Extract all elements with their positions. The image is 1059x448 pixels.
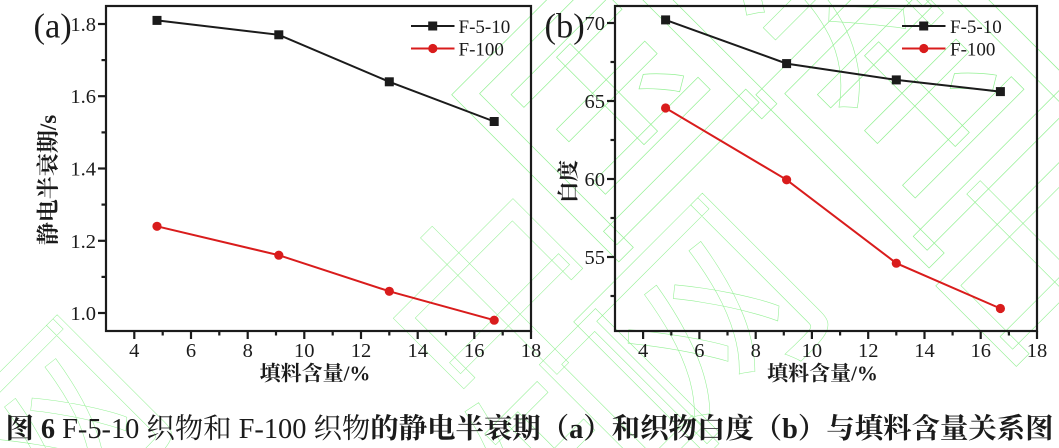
svg-text:1.2: 1.2 — [70, 231, 96, 253]
svg-text:12: 12 — [858, 340, 879, 362]
svg-text:/s: /s — [36, 115, 61, 131]
svg-text:60: 60 — [585, 169, 606, 191]
svg-text:F-5-10: F-5-10 — [950, 17, 1002, 38]
svg-text:(b): (b) — [545, 8, 585, 46]
svg-text:a: a — [569, 414, 583, 445]
svg-text:/%: /% — [850, 362, 878, 386]
svg-text:16: 16 — [970, 340, 991, 362]
svg-text:12: 12 — [351, 340, 372, 362]
svg-text:10: 10 — [802, 340, 823, 362]
svg-text:F-5-10: F-5-10 — [62, 414, 139, 445]
svg-text:6: 6 — [41, 414, 55, 445]
svg-text:F-100: F-100 — [239, 414, 307, 445]
svg-text:8: 8 — [243, 340, 253, 362]
svg-text:1.8: 1.8 — [70, 14, 96, 36]
svg-text:1.6: 1.6 — [70, 86, 96, 108]
svg-text:(a): (a) — [34, 8, 72, 46]
svg-text:4: 4 — [638, 340, 648, 362]
svg-text:10: 10 — [294, 340, 315, 362]
svg-text:b: b — [782, 414, 798, 445]
svg-text:16: 16 — [464, 340, 485, 362]
svg-text:6: 6 — [186, 340, 196, 362]
svg-text:1.4: 1.4 — [70, 159, 96, 181]
svg-text:18: 18 — [521, 340, 542, 362]
svg-text:65: 65 — [585, 91, 606, 113]
svg-text:1.0: 1.0 — [70, 303, 96, 325]
svg-text:6: 6 — [694, 340, 704, 362]
svg-text:F-100: F-100 — [950, 40, 995, 61]
svg-text:14: 14 — [914, 340, 935, 362]
svg-text:55: 55 — [585, 247, 606, 269]
svg-text:4: 4 — [129, 340, 139, 362]
svg-text:18: 18 — [1027, 340, 1048, 362]
svg-text:F-100: F-100 — [459, 40, 504, 61]
svg-text:70: 70 — [585, 13, 606, 35]
svg-text:F-5-10: F-5-10 — [459, 17, 511, 38]
svg-text:/%: /% — [343, 362, 371, 386]
svg-text:8: 8 — [751, 340, 761, 362]
svg-text:14: 14 — [407, 340, 428, 362]
